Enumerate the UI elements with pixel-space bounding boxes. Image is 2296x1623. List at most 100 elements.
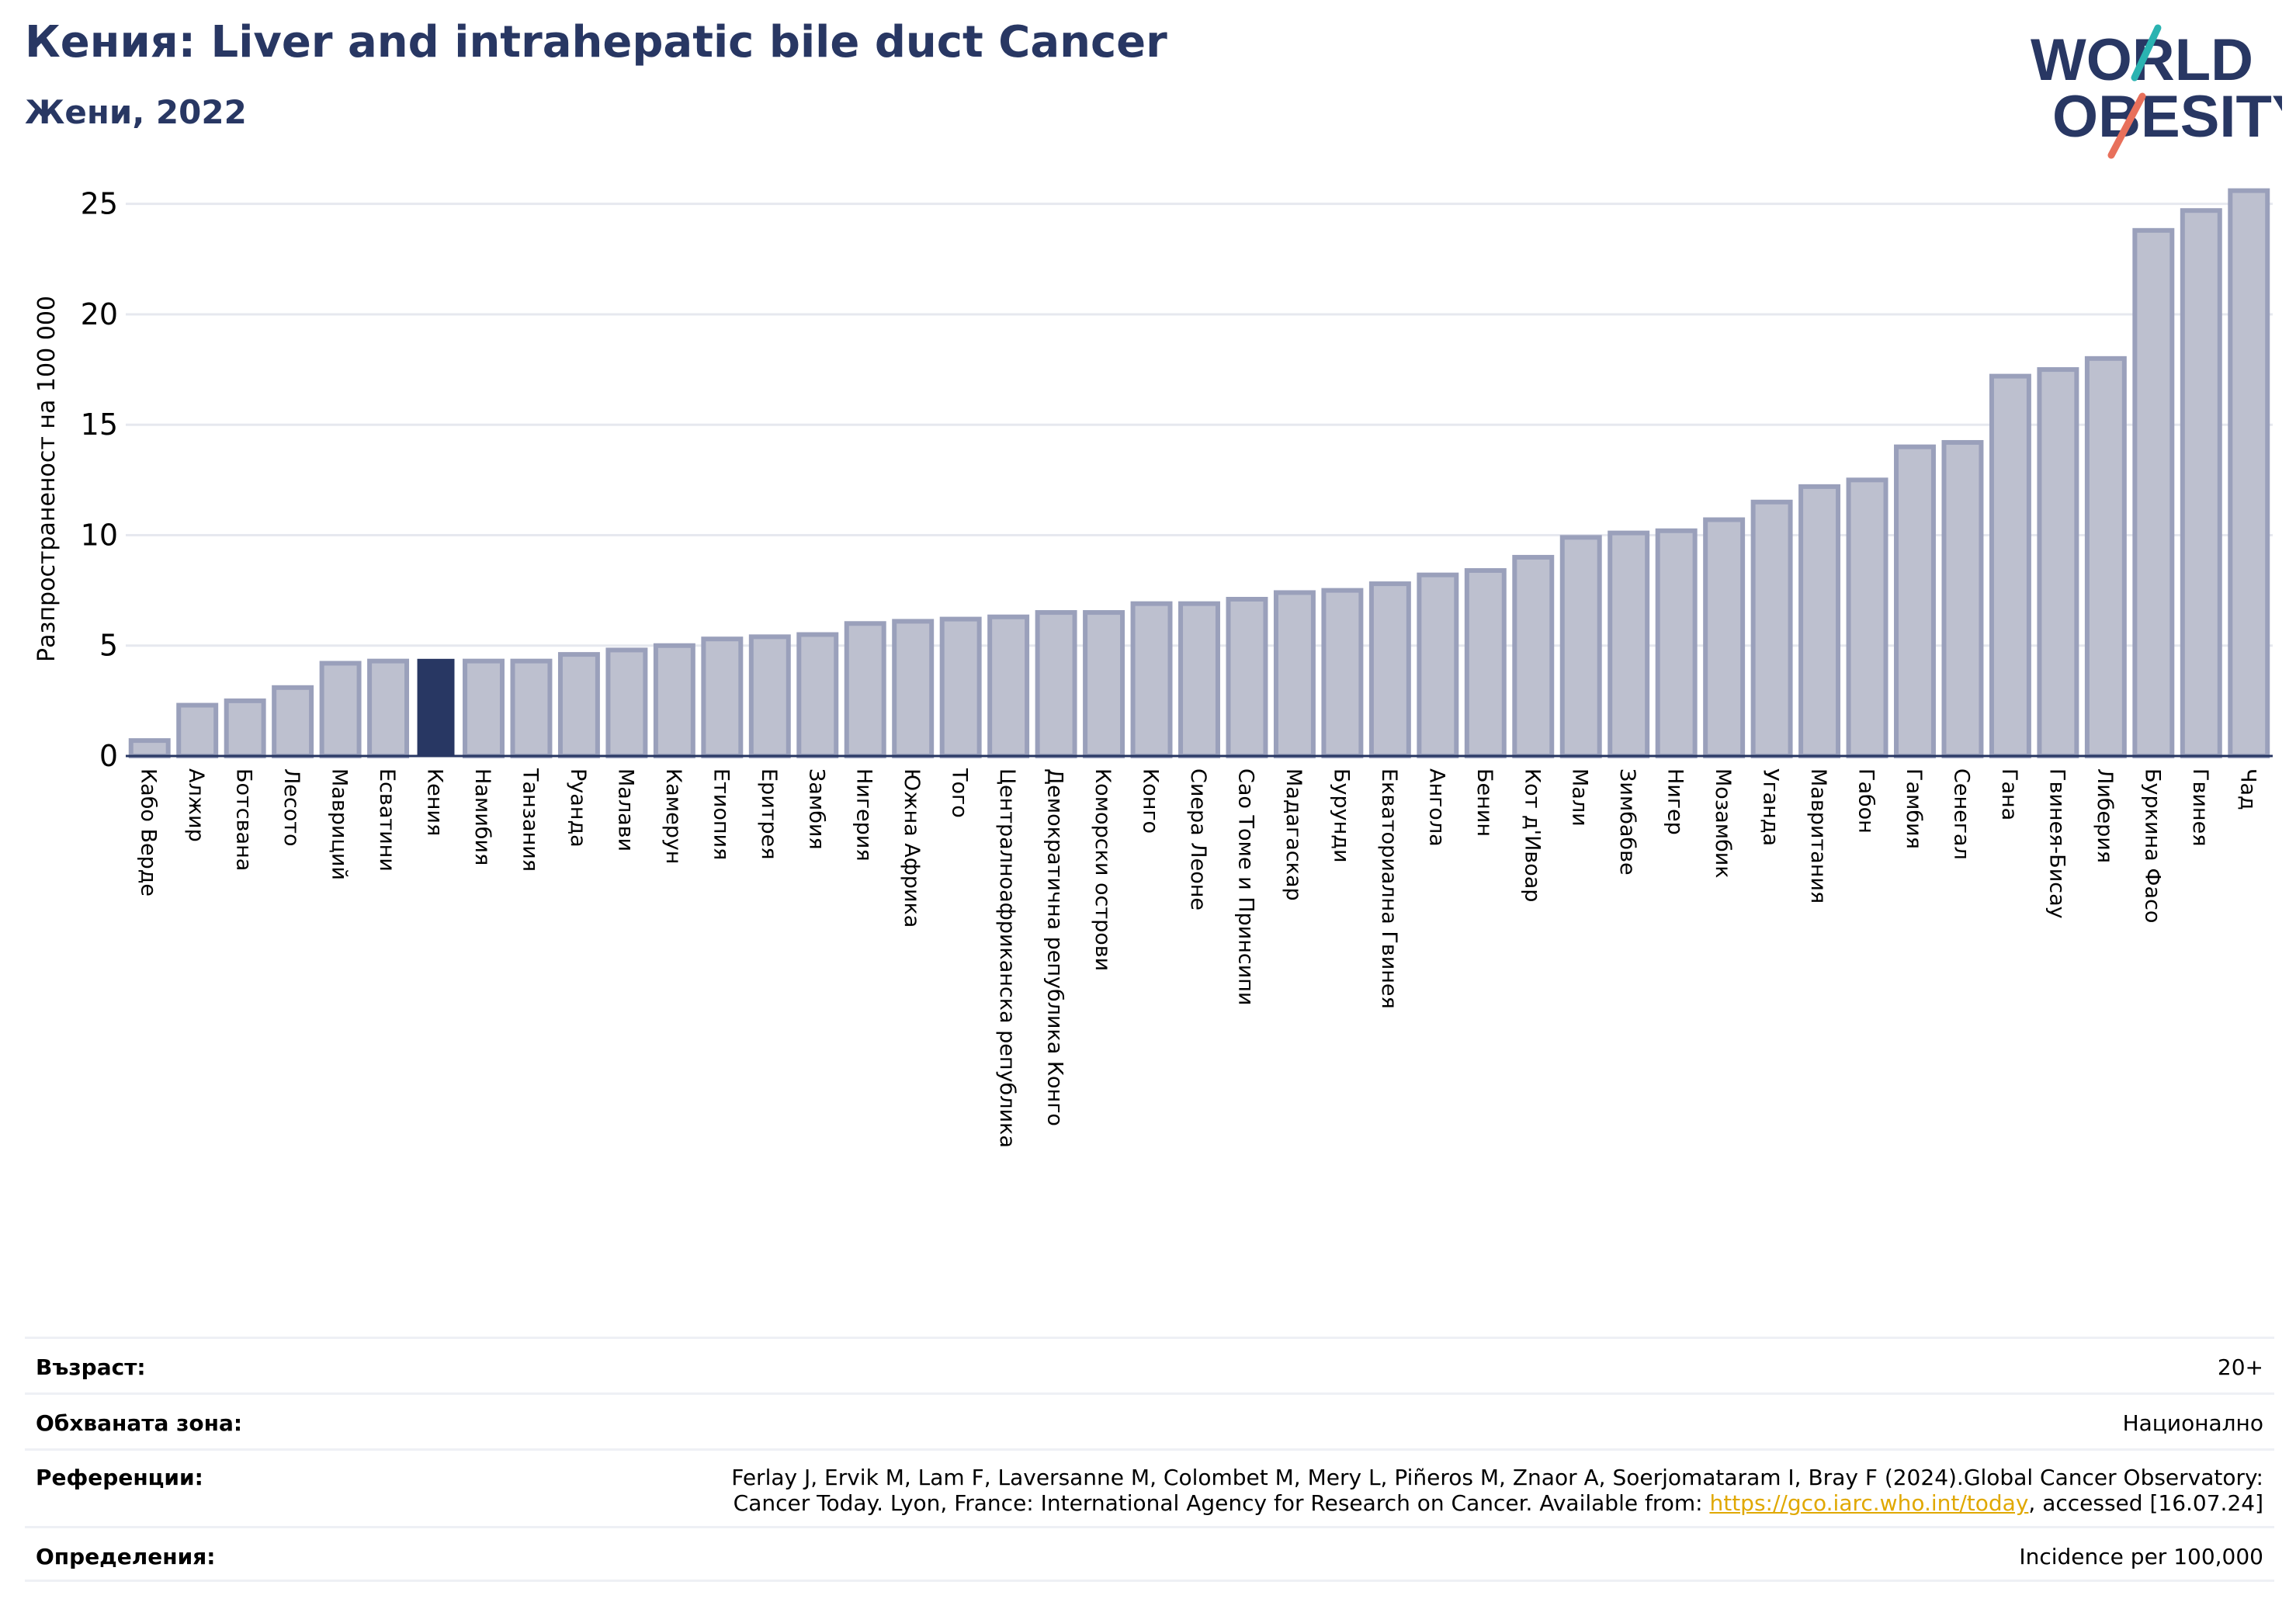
bar [1655,528,1698,758]
info-row-age: Възраст: 20+ [25,1337,2274,1392]
bar [796,632,839,759]
y-tick-labels: 0 5 10 15 20 25 [81,187,118,773]
bar [1894,444,1936,759]
definitions-label: Определения: [36,1544,216,1569]
x-tick-label: Централноафриканска република [995,768,1019,1148]
x-tick-label: Демократична република Конго [1043,768,1067,1126]
age-label: Възраст: [36,1354,146,1380]
bar [701,636,744,759]
x-tick-label: Малави [613,768,637,851]
x-tick-label: Ботсвана [232,768,256,871]
x-tick-label: Руанда [566,768,590,848]
info-table: Възраст: 20+ Обхваната зона: Национално … [25,1337,2274,1582]
x-tick-labels: Кабо Верде Алжир Ботсвана Лесото Мавриций Есв… [137,768,2260,1148]
bar [844,621,886,758]
bar [605,647,648,758]
info-row-area: Обхваната зона: Национално [25,1392,2274,1448]
x-tick-label: Есватини [375,768,399,872]
x-tick-label: Габон [1854,768,1878,834]
logo-word-obesity: OBESITY [2052,84,2282,150]
chart-subtitle: Жени, 2022 [25,93,247,131]
y-tick-label: 25 [81,187,118,221]
bar [1608,530,1650,758]
y-tick-label: 5 [99,629,118,663]
area-value: Национално [2122,1410,2263,1436]
age-value: 20+ [2217,1354,2263,1380]
x-tick-label: Кабо Верде [137,768,161,896]
x-tick-label: Кения [423,768,447,836]
y-tick-label: 10 [81,518,118,552]
x-tick-label: Зимбабве [1615,768,1639,876]
bar [2084,355,2127,758]
info-row-definitions: Определения: Incidence per 100,000 [25,1526,2274,1582]
bar [319,661,362,758]
x-tick-label: Камерун [661,768,685,864]
y-tick-label: 20 [81,297,118,331]
gco-link[interactable]: https://gco.iarc.who.int/today [1709,1490,2029,1516]
x-tick-label: Мали [1568,768,1592,827]
bar [417,658,455,756]
bar [987,614,1030,759]
bar [1559,535,1602,758]
x-tick-label: Алжир [184,768,208,842]
references-label: Референции: [36,1465,203,1490]
x-tick-label: Южна Африка [900,768,924,928]
world-obesity-logo: WORLD OBESITY [2031,24,2282,159]
logo-slash-coral [2107,92,2146,159]
y-tick-label: 15 [81,407,118,442]
bar [1035,610,1077,758]
bar [2228,188,2270,758]
bar [1226,596,1268,759]
bars [128,188,2270,759]
bar [128,738,171,758]
x-tick-label: Бурунди [1329,768,1353,863]
x-tick-label: Уганда [1759,768,1783,846]
x-tick-label: Сао Томе и Принсипи [1233,768,1257,1005]
definitions-value: Incidence per 100,000 [2019,1544,2263,1569]
bar [1989,373,2031,758]
bar [1273,590,1316,758]
x-tick-label: Либерия [2093,768,2117,863]
x-tick-label: Бенин [1472,768,1497,837]
references-line-2-end: , accessed [16.07.24] [2028,1490,2263,1516]
x-tick-label: Конго [1139,768,1163,834]
bar [2132,227,2175,758]
logo-slash-teal [2131,24,2162,81]
bar [1464,567,1507,758]
bar [1083,610,1125,758]
area-label: Обхваната зона: [36,1410,243,1436]
bar [1703,517,1746,758]
x-tick-label: Танзания [518,768,542,872]
bar [1321,588,1364,758]
bar [1750,499,1793,759]
x-tick-label: Чад [2235,768,2260,810]
x-tick-label: Мавриций [328,768,352,880]
x-tick-label: Еритрея [757,768,781,859]
bar [272,685,314,758]
x-tick-label: Гвинея-Бисау [2045,768,2069,919]
x-tick-label: Нигер [1663,768,1687,835]
x-tick-label: Нигерия [852,768,876,862]
y-axis-label: Разпространеност на 100 000 [33,296,61,662]
bar [510,658,553,758]
x-tick-label: Буркина Фасо [2140,768,2164,923]
bar [1130,601,1173,758]
x-tick-label: Гана [1997,768,2021,820]
x-tick-label: Гвинея [2188,768,2212,846]
x-tick-label: Лесото [279,768,303,847]
bar [1941,439,1984,758]
bar [1798,484,1841,759]
info-row-references: Референции: Ferlay J, Ervik M, Lam F, La… [25,1448,2274,1526]
x-tick-label: Сиера Леоне [1186,768,1210,910]
references-value: Ferlay J, Ervik M, Lam F, Laversanne M, … [731,1465,2263,1516]
bar [367,658,410,758]
references-line-1: Ferlay J, Ervik M, Lam F, Laversanne M, … [731,1465,2263,1490]
x-tick-label: Намибия [470,768,494,865]
bar [939,616,982,759]
bar [224,698,266,758]
bar [892,619,935,759]
bar [1846,477,1888,758]
x-tick-label: Ангола [1424,768,1448,847]
bar [653,643,695,758]
x-tick-label: Того [948,768,972,818]
